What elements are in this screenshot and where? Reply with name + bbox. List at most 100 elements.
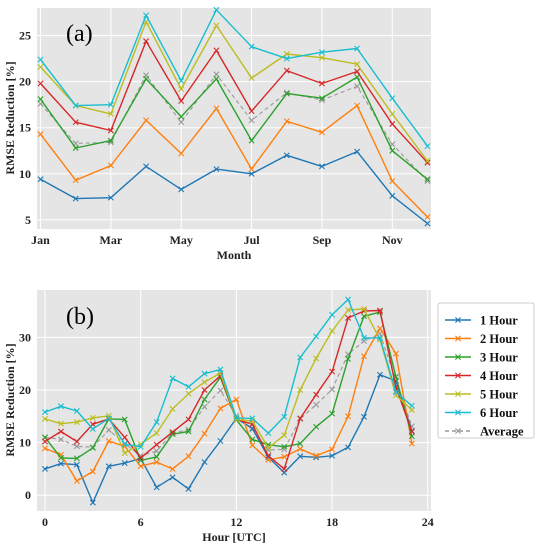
legend-item-1-hour: 1 Hour [445, 314, 518, 328]
y-tick-label: 30 [19, 330, 31, 344]
data-point-marker [201, 430, 208, 437]
data-point-marker [354, 61, 361, 68]
legend-label: 5 Hour [480, 388, 518, 402]
data-point-marker [89, 499, 96, 506]
data-point-marker [376, 371, 383, 378]
data-point-marker [265, 430, 272, 437]
x-tick-label: Mar [100, 233, 123, 247]
data-point-marker [265, 452, 272, 459]
series-line-6-hour [39, 9, 429, 147]
data-point-marker [283, 51, 290, 58]
data-point-marker [41, 438, 48, 445]
data-point-marker [281, 446, 288, 453]
legend-label: 3 Hour [480, 351, 518, 365]
data-point-marker [408, 402, 415, 409]
data-point-marker [297, 453, 304, 460]
data-point-marker [313, 333, 320, 340]
data-point-marker [329, 452, 336, 459]
y-tick-label: 5 [25, 213, 31, 227]
series-line-average [40, 73, 428, 182]
series-line-6-hour [44, 298, 413, 448]
data-point-marker [72, 177, 79, 184]
x-tick-label: May [170, 233, 193, 247]
data-point-marker [248, 170, 255, 177]
data-point-marker [153, 484, 160, 491]
data-point-marker [318, 49, 325, 56]
data-point-marker [41, 465, 48, 472]
data-point-marker [354, 148, 361, 155]
data-point-marker [143, 75, 150, 82]
data-point-marker [424, 143, 431, 150]
data-point-marker [121, 441, 128, 448]
data-point-marker [354, 83, 361, 90]
chart-panel-b: 0 6 12 18 24 0 10 20 30 (b) Hour [UTC] RMSE Red… [3, 290, 434, 544]
data-point-marker [389, 95, 396, 102]
data-point-marker [201, 396, 208, 403]
data-point-marker [354, 68, 361, 75]
data-point-marker [297, 415, 304, 422]
data-point-marker [143, 38, 150, 45]
data-point-marker [249, 442, 256, 449]
data-point-marker [213, 22, 220, 29]
legend-label: 6 Hour [480, 406, 518, 420]
data-point-marker [185, 453, 192, 460]
data-point-marker [121, 450, 128, 457]
data-point-marker [248, 166, 255, 173]
data-point-marker [318, 80, 325, 87]
data-point-marker [57, 436, 64, 443]
data-point-marker [185, 416, 192, 423]
data-point-marker [169, 465, 176, 472]
plot-area-a [37, 8, 431, 229]
data-point-marker [72, 144, 79, 151]
data-point-marker [213, 71, 220, 78]
data-point-marker [345, 355, 352, 362]
data-point-marker [105, 412, 112, 419]
data-point-marker [213, 75, 220, 82]
data-point-marker [72, 195, 79, 202]
data-point-marker [185, 390, 192, 397]
data-point-marker [73, 438, 80, 445]
data-point-marker [424, 178, 431, 185]
legend-item-5-hour: 5 Hour [445, 388, 518, 402]
data-point-marker [408, 428, 415, 435]
legend-item-4-hour: 4 Hour [445, 369, 518, 383]
data-point-marker [107, 194, 114, 201]
x-tick-label: 0 [42, 515, 48, 529]
data-point-marker [329, 410, 336, 417]
data-point-marker [153, 441, 160, 448]
y-tick-label: 10 [19, 167, 31, 181]
data-point-marker [248, 137, 255, 144]
data-point-marker [178, 150, 185, 157]
data-point-marker [424, 157, 431, 164]
data-point-marker [408, 433, 415, 440]
data-point-marker [213, 105, 220, 112]
y-tick-label: 10 [19, 436, 31, 450]
data-point-marker [249, 436, 256, 443]
data-point-marker [318, 129, 325, 136]
data-point-marker [89, 444, 96, 451]
data-point-marker [143, 163, 150, 170]
data-point-marker [105, 463, 112, 470]
data-point-marker [153, 419, 160, 426]
data-point-marker [169, 429, 176, 436]
series-line-1-hour [44, 374, 413, 504]
data-point-marker [121, 434, 128, 441]
series-line-4-hour [39, 40, 429, 164]
data-point-marker [201, 370, 208, 377]
data-point-marker [281, 432, 288, 439]
data-point-marker [107, 110, 114, 117]
data-point-marker [137, 454, 144, 461]
data-point-marker [283, 67, 290, 74]
data-point-marker [313, 423, 320, 430]
data-point-marker [169, 375, 176, 382]
data-point-marker [297, 445, 304, 452]
data-point-marker [329, 328, 336, 335]
data-point-marker [37, 80, 44, 87]
data-point-marker [178, 86, 185, 93]
x-tick-labels-b: 0 6 12 18 24 [42, 515, 434, 529]
data-point-marker [37, 56, 44, 63]
data-point-marker [248, 43, 255, 50]
data-point-marker [389, 121, 396, 128]
data-point-marker [178, 98, 185, 104]
y-tick-label: 20 [19, 383, 31, 397]
